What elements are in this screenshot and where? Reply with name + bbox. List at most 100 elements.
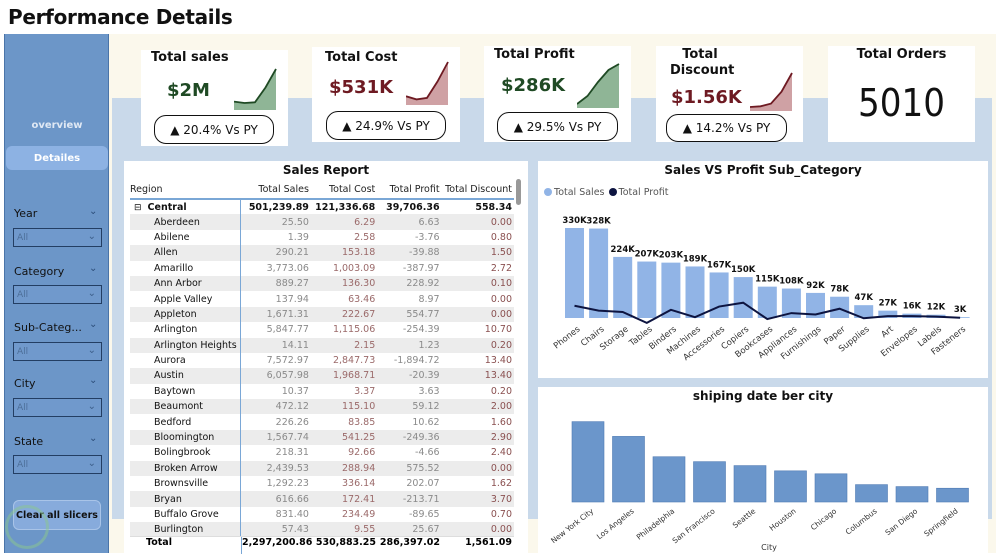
cell-total-profit: 1.23 — [377, 337, 442, 353]
column-header-region[interactable]: Region — [130, 181, 241, 200]
cell-total-discount: 0.20 — [490, 385, 512, 397]
chevron-down-icon[interactable]: ⌄ — [89, 263, 98, 274]
line-total-profit — [574, 301, 961, 325]
table-row[interactable]: Burlington 57.43 9.55 25.67 0.00 — [130, 522, 514, 538]
data-label: 207K — [635, 250, 660, 260]
cell-total-cost: 121,336.68 — [315, 201, 376, 213]
legend-dot-icon — [544, 188, 552, 196]
cell-total-profit: 6.63 — [377, 214, 442, 230]
slicer-state-dropdown[interactable]: All ⌄ — [13, 455, 102, 474]
panel-title: Sales Report — [282, 163, 370, 177]
collapse-icon[interactable]: ⊟ — [134, 202, 142, 213]
sales-report-table: Region Total Sales Total Cost Total Prof… — [130, 181, 514, 538]
table-row[interactable]: Abilene 1.39 2.58 -3.76 0.80 — [130, 229, 514, 246]
kpi-change-badge: ▲ 24.9% Vs PY — [326, 111, 446, 140]
cell-region: Arlington Heights — [130, 337, 242, 353]
total-label: Total — [130, 537, 242, 554]
legend-label: Total Profit — [618, 187, 669, 198]
column-header-total-sales[interactable]: Total Sales — [240, 181, 311, 200]
table-row[interactable]: Bryan 616.66 172.41 -213.71 3.70 — [130, 491, 514, 507]
chevron-down-icon: ⌄ — [87, 458, 96, 469]
cell-total-profit: 25.67 — [377, 522, 442, 538]
cell-region: Baytown — [130, 383, 242, 400]
slicer-year-dropdown[interactable]: All ⌄ — [13, 228, 102, 247]
table-row[interactable]: Broken Arrow 2,439.53 288.94 575.52 0.00 — [130, 460, 514, 477]
slicer-category-dropdown[interactable]: All ⌄ — [13, 285, 102, 304]
table-row[interactable]: Aurora 7,572.97 2,847.73 -1,894.72 13.40 — [130, 352, 514, 369]
table-group-row[interactable]: ⊟ Central 501,239.89 121,336.68 39,706.36… — [130, 199, 514, 215]
data-label: 92K — [806, 281, 825, 291]
cell-total-cost: 2,847.73 — [332, 355, 376, 367]
column-header-total-discount[interactable]: Total Discount — [441, 181, 514, 200]
cell-total-cost: 6.29 — [310, 214, 378, 230]
cell-total-sales: 10.37 — [281, 385, 309, 397]
cell-total-cost: 9.55 — [310, 522, 378, 538]
nav-details-button[interactable]: Detailes — [6, 146, 108, 170]
cell-total-sales: 472.12 — [240, 399, 311, 415]
chevron-down-icon[interactable]: ⌄ — [89, 433, 98, 444]
kpi-card-total-sales: Total sales $2M ▲ 20.4% Vs PY — [141, 50, 288, 146]
table-row[interactable]: Arlington 5,847.77 1,115.06 -254.39 10.70 — [130, 322, 514, 338]
nav-overview-button[interactable]: overview — [31, 119, 83, 131]
cell-region: Arlington — [130, 322, 242, 338]
bar-total-sales — [709, 272, 729, 318]
table-row[interactable]: Appleton 1,671.31 222.67 554.77 0.00 — [130, 306, 514, 323]
table-row[interactable]: Apple Valley 137.94 63.46 8.97 0.00 — [130, 291, 514, 307]
sparkline-chart — [234, 68, 277, 110]
cell-region: Amarillo — [130, 260, 242, 276]
cell-total-discount: 558.34 — [475, 201, 512, 213]
page-title: Performance Details — [8, 5, 233, 29]
bar-city — [814, 473, 848, 503]
table-row[interactable]: Ann Arbor 889.27 136.30 228.92 0.10 — [130, 275, 514, 292]
cell-total-profit: -89.65 — [408, 509, 440, 520]
kpi-value: $2M — [167, 80, 210, 101]
table-row[interactable]: Allen 290.21 153.18 -39.88 1.50 — [130, 245, 514, 261]
table-row[interactable]: Amarillo 3,773.06 1,003.09 -387.97 2.72 — [130, 260, 514, 276]
legend-item-total-profit[interactable]: Total Profit — [608, 187, 669, 198]
table-row[interactable]: Arlington Heights 14.11 2.15 1.23 0.20 — [130, 337, 514, 353]
table-scrollbar[interactable] — [516, 179, 521, 205]
cell-total-sales: 226.26 — [275, 416, 309, 428]
x-tick-label: San Francisco — [671, 506, 717, 545]
table-row[interactable]: Aberdeen 25.50 6.29 6.63 0.00 — [130, 214, 514, 230]
table-row[interactable]: Bolingbrook 218.31 92.66 -4.66 2.40 — [130, 445, 514, 461]
cell-total-discount: 0.00 — [441, 460, 514, 477]
cell-total-discount: 2.72 — [490, 262, 512, 274]
chevron-down-icon: ⌄ — [87, 288, 96, 299]
slicer-subcategory-dropdown[interactable]: All ⌄ — [13, 342, 102, 361]
bar-total-sales — [854, 305, 874, 318]
cell-total-sales: 5,847.77 — [266, 324, 309, 336]
data-label: 189K — [683, 254, 708, 264]
table-total-row: Total 2,297,200.86 530,883.25 286,397.02… — [130, 536, 514, 554]
sparkline-line — [234, 68, 277, 104]
cell-total-sales: 218.31 — [275, 447, 309, 459]
cell-total-profit: 8.97 — [418, 293, 440, 305]
chevron-down-icon: ⌄ — [87, 345, 96, 356]
x-tick-label: Houston — [768, 506, 798, 532]
column-header-total-cost[interactable]: Total Cost — [310, 181, 378, 200]
x-axis-label: City — [761, 543, 777, 552]
table-row[interactable]: Bedford 226.26 83.85 10.62 1.60 — [130, 414, 514, 430]
chevron-down-icon[interactable]: ⌄ — [89, 319, 98, 330]
table-row[interactable]: Beaumont 472.12 115.10 59.12 2.00 — [130, 399, 514, 415]
cell-total-cost: 153.18 — [310, 245, 378, 261]
legend-item-total-sales[interactable]: Total Sales — [544, 187, 605, 198]
chevron-down-icon[interactable]: ⌄ — [89, 375, 98, 386]
table-row[interactable]: Buffalo Grove 831.40 234.49 -89.65 0.70 — [130, 506, 514, 523]
cell-total-discount: 2.00 — [441, 399, 514, 415]
table-row[interactable]: Brownsville 1,292.23 336.14 202.07 1.62 — [130, 476, 514, 492]
slicer-city-dropdown[interactable]: All ⌄ — [13, 398, 102, 417]
cell-total-cost: 3.37 — [354, 385, 376, 397]
cell-region: Allen — [130, 245, 242, 261]
bar-total-sales — [637, 261, 657, 318]
bar-total-sales — [757, 286, 777, 318]
column-header-total-profit[interactable]: Total Profit — [377, 181, 442, 200]
x-tick-label: San Diego — [883, 506, 919, 537]
table-row[interactable]: Austin 6,057.98 1,968.71 -20.39 13.40 — [130, 368, 514, 384]
data-label: 330K — [562, 216, 587, 226]
cell-total-discount: 10.70 — [484, 324, 512, 336]
table-row[interactable]: Baytown 10.37 3.37 3.63 0.20 — [130, 383, 514, 400]
table-row[interactable]: Bloomington 1,567.74 541.25 -249.36 2.90 — [130, 429, 514, 446]
chevron-down-icon[interactable]: ⌄ — [89, 206, 98, 217]
bar-city — [855, 484, 888, 503]
